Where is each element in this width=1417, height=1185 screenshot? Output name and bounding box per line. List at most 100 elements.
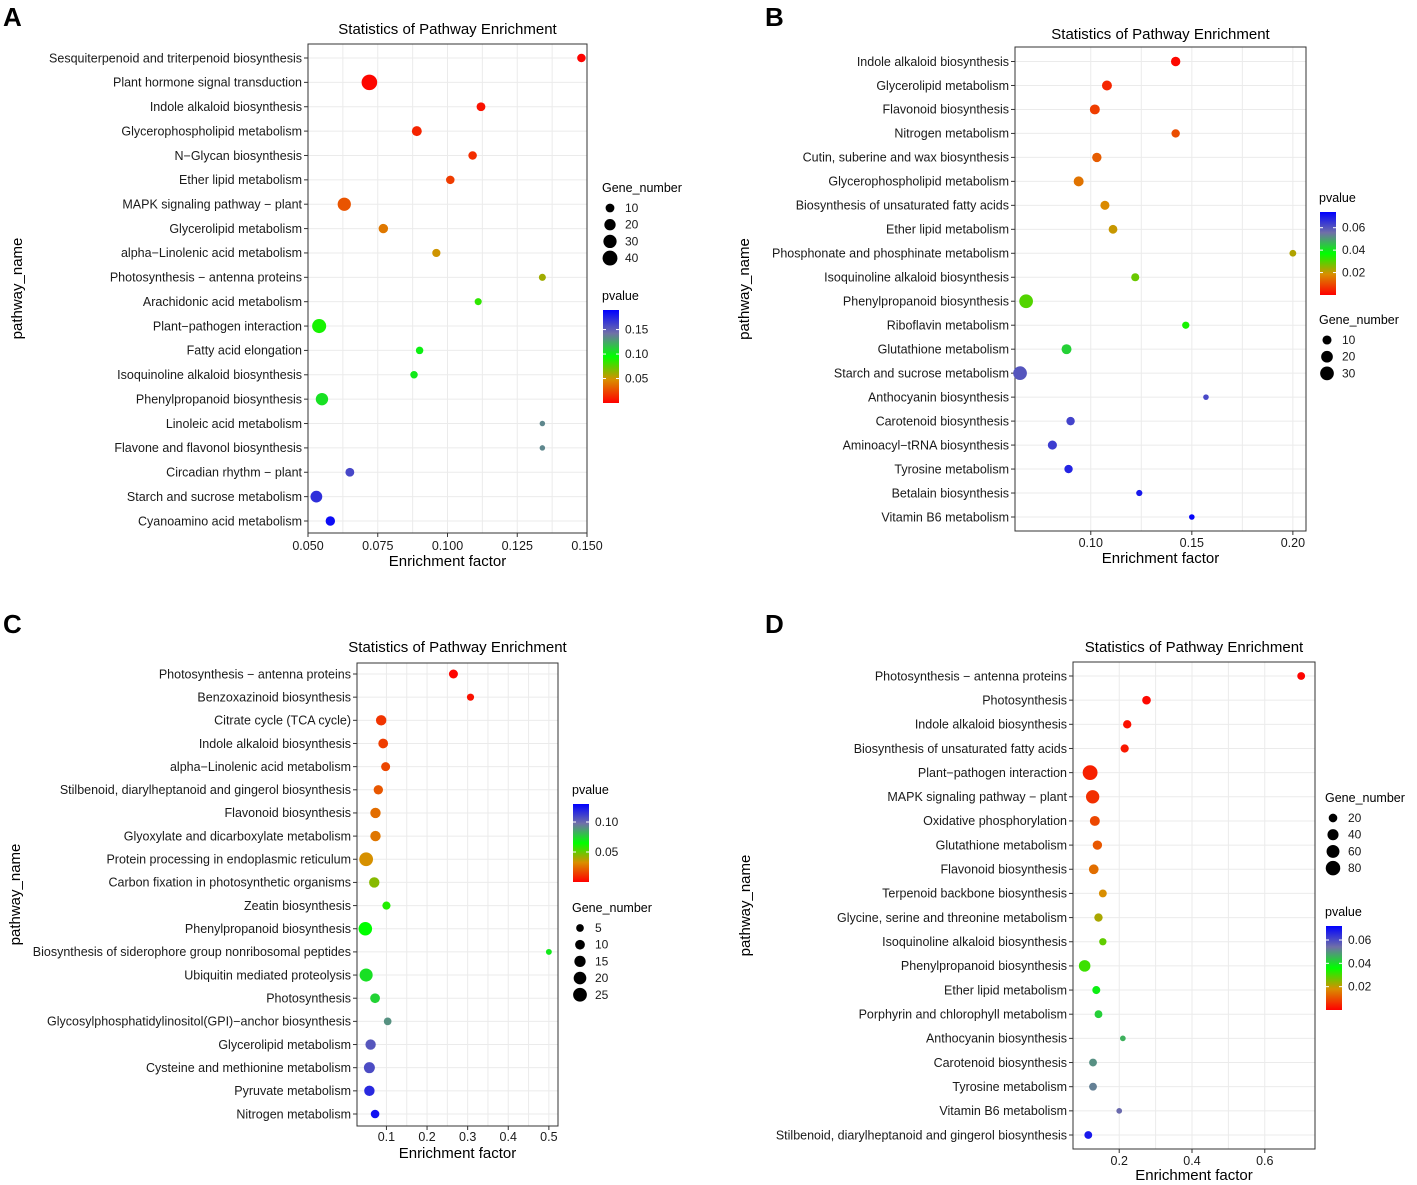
panel-a: A Statistics of Pathway Enrichment Sesquit…	[3, 2, 682, 570]
panel-letter: C	[3, 609, 22, 639]
size-legend-label: 25	[595, 988, 609, 1002]
data-point	[369, 877, 380, 888]
y-tick-label: Glutathione metabolism	[878, 342, 1009, 356]
data-point	[370, 993, 380, 1004]
x-axis-title: Enrichment factor	[1135, 1167, 1253, 1184]
x-tick-label: 0.2	[418, 1130, 435, 1144]
data-point	[1123, 720, 1132, 729]
size-legend-dot	[573, 987, 587, 1002]
y-tick-label: Stilbenoid, diarylheptanoid and gingerol…	[776, 1128, 1067, 1142]
y-tick-label: Plant−pathogen interaction	[918, 766, 1067, 780]
size-legend-label: 40	[1348, 828, 1362, 842]
chart-title: Statistics of Pathway Enrichment	[1051, 26, 1270, 43]
color-legend-label: 0.02	[1348, 980, 1372, 994]
y-tick-label: Indole alkaloid biosynthesis	[857, 55, 1009, 69]
y-tick-label: Flavone and flavonol biosynthesis	[114, 441, 302, 455]
chart-title: Statistics of Pathway Enrichment	[348, 639, 567, 656]
y-tick-label: Carotenoid biosynthesis	[934, 1056, 1067, 1070]
y-tick-label: Linoleic acid metabolism	[166, 417, 302, 431]
data-point	[1085, 790, 1100, 804]
y-tick-label: Photosynthesis	[266, 992, 351, 1006]
data-point	[345, 467, 355, 477]
plot-frame	[1072, 661, 1316, 1150]
y-tick-label: Isoquinoline alkaloid biosynthesis	[824, 271, 1009, 285]
data-point	[1119, 1035, 1126, 1042]
y-tick-label: alpha−Linolenic acid metabolism	[121, 246, 302, 260]
y-tick-label: Plant−pathogen interaction	[153, 319, 302, 333]
size-legend-dot	[1321, 350, 1333, 363]
panel-c: C Statistics of Pathway Enrichment Photosy…	[3, 609, 652, 1162]
y-tick-label: alpha−Linolenic acid metabolism	[170, 760, 351, 774]
y-tick-label: Anthocyanin biosynthesis	[868, 390, 1009, 404]
data-point	[381, 762, 391, 772]
y-tick-label: Anthocyanin biosynthesis	[926, 1032, 1067, 1046]
data-point	[476, 102, 486, 112]
size-legend-dot	[573, 971, 587, 985]
data-point	[1189, 514, 1195, 520]
chart-title: Statistics of Pathway Enrichment	[1085, 639, 1304, 656]
y-tick-label: Phenylpropanoid biosynthesis	[136, 392, 302, 406]
data-point	[370, 807, 381, 819]
y-tick-label: Betalain biosynthesis	[892, 486, 1009, 500]
data-point	[1019, 294, 1033, 309]
y-tick-label: Indole alkaloid biosynthesis	[915, 718, 1067, 732]
size-legend-label: 20	[625, 218, 639, 232]
data-point	[468, 151, 477, 160]
data-point	[1089, 1082, 1097, 1091]
data-point	[370, 1109, 380, 1119]
data-point	[474, 298, 482, 306]
y-tick-label: Indole alkaloid biosynthesis	[150, 100, 302, 114]
x-axis-title: Enrichment factor	[1102, 550, 1220, 567]
y-tick-label: Cutin, suberine and wax biosynthesis	[803, 151, 1009, 165]
y-tick-label: Zeatin biosynthesis	[244, 899, 351, 913]
y-tick-label: Glyoxylate and dicarboxylate metabolism	[124, 829, 351, 843]
panel-letter: A	[3, 2, 22, 32]
y-tick-label: Starch and sucrose metabolism	[834, 366, 1009, 380]
data-point	[1073, 176, 1084, 187]
data-point	[1047, 440, 1057, 450]
y-tick-label: Flavonoid biosynthesis	[883, 103, 1009, 117]
y-axis-title: pathway_name	[737, 855, 754, 957]
data-point	[1094, 913, 1103, 922]
y-tick-label: Fatty acid elongation	[187, 344, 302, 358]
size-legend-title: Gene_number	[1319, 313, 1399, 327]
data-point	[1108, 224, 1118, 234]
x-tick-label: 0.10	[1079, 536, 1103, 550]
size-legend-dot	[1325, 860, 1341, 876]
data-point	[1297, 672, 1306, 680]
data-point	[1120, 744, 1129, 753]
y-axis-title: pathway_name	[7, 844, 24, 946]
data-point	[310, 490, 323, 503]
y-tick-label: Cysteine and methionine metabolism	[146, 1061, 351, 1075]
y-tick-label: Glycerophospholipid metabolism	[828, 175, 1009, 189]
data-point	[358, 921, 373, 936]
size-legend-label: 10	[595, 938, 609, 952]
size-legend-label: 10	[625, 201, 639, 215]
data-point	[1078, 960, 1091, 972]
plot-background	[357, 663, 558, 1126]
y-tick-label: Protein processing in endoplasmic reticu…	[106, 853, 351, 867]
x-tick-label: 0.125	[502, 539, 533, 553]
data-point	[415, 346, 424, 355]
data-point	[364, 1085, 375, 1097]
x-tick-label: 0.100	[432, 539, 463, 553]
y-tick-label: Isoquinoline alkaloid biosynthesis	[117, 368, 302, 382]
size-legend-dot	[576, 924, 584, 932]
y-tick-label: Riboflavin metabolism	[887, 319, 1009, 333]
y-tick-label: Glutathione metabolism	[936, 838, 1067, 852]
size-legend-title: Gene_number	[572, 901, 652, 915]
y-tick-label: Ether lipid metabolism	[179, 173, 302, 187]
color-legend-label: 0.15	[625, 323, 649, 337]
y-tick-label: Pyruvate metabolism	[234, 1084, 351, 1098]
color-legend-label: 0.10	[595, 815, 619, 829]
size-legend-dot	[1327, 829, 1339, 841]
y-tick-label: Indole alkaloid biosynthesis	[199, 737, 351, 751]
color-legend-bar	[573, 804, 589, 882]
data-point	[1203, 394, 1209, 400]
y-tick-label: Phenylpropanoid biosynthesis	[185, 922, 351, 936]
y-tick-label: Carotenoid biosynthesis	[876, 414, 1009, 428]
plot-frame	[1014, 46, 1307, 532]
x-axis-title: Enrichment factor	[399, 1145, 517, 1162]
y-tick-label: Isoquinoline alkaloid biosynthesis	[882, 935, 1067, 949]
